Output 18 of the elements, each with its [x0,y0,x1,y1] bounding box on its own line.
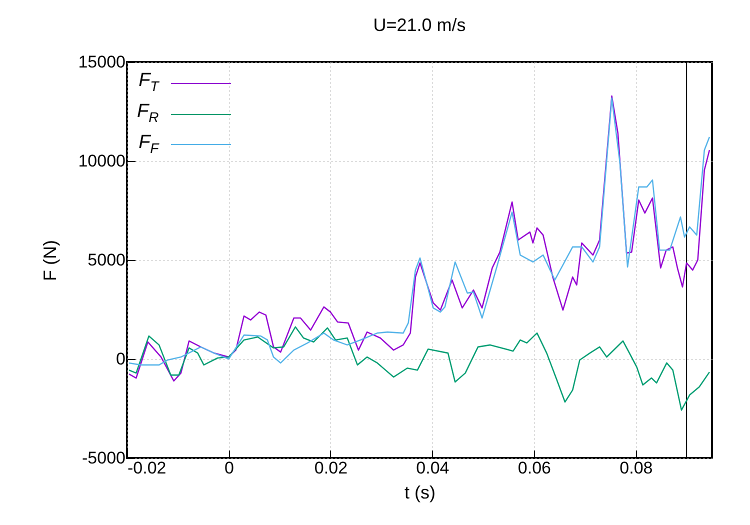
y-tick-label: 0 [116,350,126,368]
y-tick-label: 5000 [88,250,126,270]
y-tick-label: 15000 [78,52,126,72]
x-tick-label: 0.08 [620,458,653,478]
x-axis-title: t (s) [404,482,436,502]
y-axis-title: F (N) [40,240,60,281]
x-tick-label: 0.06 [518,458,552,478]
y-tick-label: -5000 [82,448,126,468]
x-tick-label: -0.02 [128,458,166,478]
legend-label: F$_{R}$ [137,100,159,127]
x-tick-label: 0 [224,458,234,478]
y-tick-label: 10000 [78,152,126,170]
x-tick-label: 0.02 [314,458,348,478]
chart-title: U=21.0 m/s [373,15,466,35]
legend-label: F$_{T}$ [138,69,159,96]
x-tick-label: 0.04 [416,458,450,478]
line-series [128,326,710,411]
legend-label: F$_{F}$ [138,130,159,158]
